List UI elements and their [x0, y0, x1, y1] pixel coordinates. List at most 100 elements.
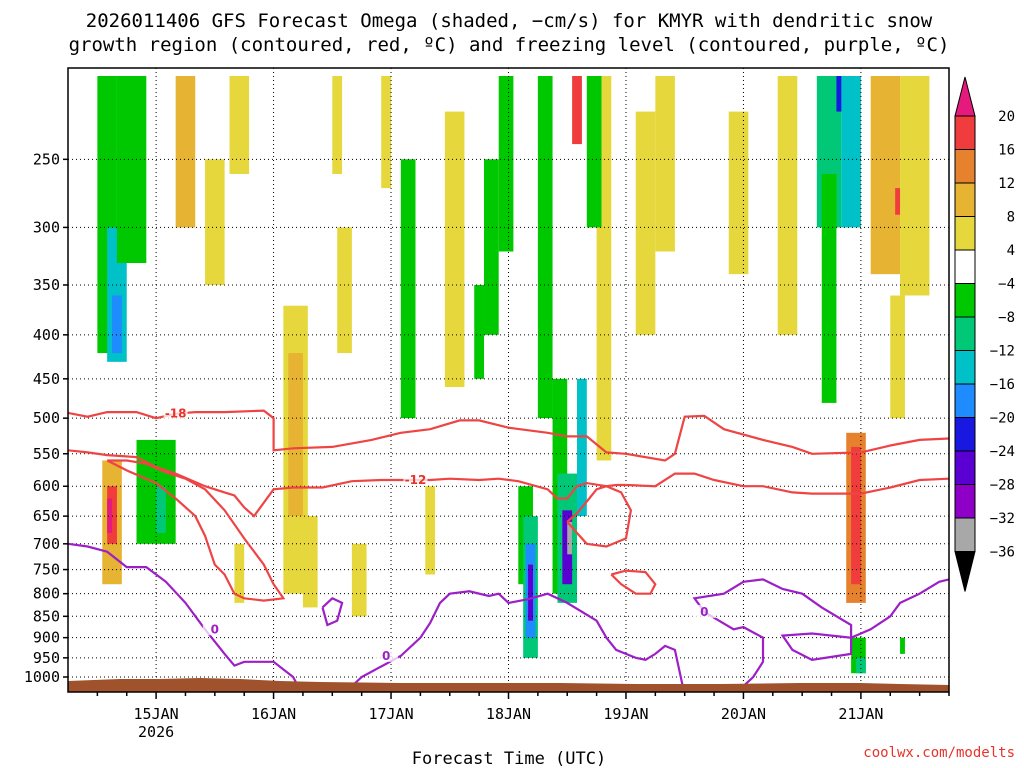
- y-tick-label-550: 550: [33, 445, 60, 463]
- colorbar-bottom-arrow: [954, 551, 976, 592]
- omega-cell-9: [175, 76, 196, 228]
- colorbar-box-11: [954, 484, 976, 519]
- colorbar-label-3: 8: [1007, 210, 1015, 226]
- colorbar-label-1: 16: [998, 143, 1015, 159]
- colorbar-label-0: 20: [998, 109, 1015, 125]
- x-tick-label-48: 17JAN: [368, 705, 413, 723]
- colorbar-label-4: 4: [1007, 243, 1015, 259]
- colorbar-label-12: −32: [990, 511, 1015, 527]
- y-tick-label-650: 650: [33, 507, 60, 525]
- omega-cell-22: [444, 111, 465, 388]
- omega-cell-3: [116, 76, 147, 264]
- dendritic-growth-contours: -18 -12: [68, 406, 949, 602]
- colorbar-label-6: −8: [998, 310, 1015, 326]
- omega-cell-25: [498, 76, 514, 252]
- colorbar-label-7: −12: [990, 344, 1015, 360]
- y-tick-label-950: 950: [33, 649, 60, 667]
- omega-cell-39: [635, 111, 656, 335]
- colorbar-box-7: [954, 350, 976, 385]
- omega-cell-44: [821, 173, 837, 403]
- chart-title-line-2: growth region (contoured, red, ºC) and f…: [69, 34, 950, 56]
- y-tick-label-700: 700: [33, 535, 60, 553]
- x-tick-label-72: 18JAN: [486, 705, 531, 723]
- dgz-contour-0: [68, 409, 949, 462]
- omega-cell-38: [586, 76, 602, 228]
- terrain-ground: [68, 678, 949, 692]
- freezing-contour-label-bg-0: [202, 622, 227, 636]
- dgz-contour-label-bg-1: [403, 472, 428, 486]
- omega-cell-30: [537, 76, 553, 419]
- colorbar-top-arrow: [954, 76, 976, 117]
- colorbar: 20 16 12 8 4 −4 −8 −12 −16 −20 −24 −28 −32 −36: [954, 76, 1015, 592]
- dgz-contour-1: [68, 449, 949, 518]
- colorbar-box-6: [954, 316, 976, 351]
- y-tick-label-250: 250: [33, 150, 60, 168]
- omega-cell-51: [870, 76, 901, 275]
- y-axis: 250 300 350 400 450 500 550 600 650 700 750 800 850 9…: [24, 150, 68, 686]
- x-axis-label: Forecast Time (UTC): [412, 749, 606, 768]
- dgz-contour-label-1: -12: [405, 473, 427, 487]
- omega-cell-7: [136, 439, 176, 544]
- colorbar-box-9: [954, 417, 976, 452]
- omega-cell-46: [841, 76, 861, 228]
- omega-cell-19: [381, 76, 392, 189]
- omega-cell-10: [205, 159, 225, 285]
- colorbar-label-2: 12: [998, 176, 1015, 192]
- omega-cell-36: [577, 378, 587, 517]
- freezing-level-contours: 0 0 0: [68, 542, 949, 692]
- colorbar-box-10: [954, 450, 976, 485]
- omega-cell-42: [777, 76, 798, 335]
- omega-cell-21: [425, 486, 436, 575]
- omega-cell-12: [234, 543, 245, 603]
- freezing-contour-label-bg-1: [374, 648, 399, 662]
- omega-cell-48: [851, 446, 861, 585]
- omega-cell-14: [288, 353, 303, 517]
- omega-shading: [97, 76, 930, 674]
- omega-cell-18: [351, 543, 367, 617]
- omega-cell-2: [112, 295, 122, 354]
- omega-cell-29: [528, 564, 533, 621]
- dgz-contour-3: [566, 485, 633, 548]
- x-tick-sublabel-0: 2026: [138, 723, 174, 741]
- omega-cell-20: [400, 159, 416, 419]
- omega-cell-23: [474, 284, 485, 379]
- omega-cell-11: [229, 76, 250, 174]
- colorbar-label-10: −24: [990, 444, 1015, 460]
- colorbar-label-8: −16: [990, 377, 1015, 393]
- dgz-contour-2: [106, 459, 286, 602]
- omega-cell-40: [655, 76, 675, 252]
- colorbar-box-0: [954, 115, 976, 150]
- plot-area: -18 -12 0 0 0: [68, 68, 949, 692]
- colorbar-label-5: −4: [998, 277, 1015, 293]
- credit-text: coolwx.com/modelts: [863, 745, 1015, 761]
- freezing-contour-label-2: 0: [700, 605, 708, 619]
- freezing-contour-2: [692, 578, 949, 692]
- dgz-contour-label-bg-0: [163, 406, 188, 420]
- colorbar-label-9: −20: [990, 411, 1015, 427]
- omega-cell-15: [302, 516, 318, 608]
- omega-cell-50: [856, 657, 866, 674]
- dgz-contour-4: [610, 569, 657, 595]
- omega-cell-16: [332, 76, 343, 174]
- y-tick-label-600: 600: [33, 477, 60, 495]
- x-tick-label-96: 19JAN: [603, 705, 648, 723]
- grid-lines: [68, 68, 949, 692]
- freezing-contour-label-bg-2: [692, 604, 717, 618]
- freezing-contour-3: [321, 596, 344, 627]
- y-tick-label-1000: 1000: [24, 668, 60, 686]
- omega-cell-6: [107, 498, 113, 533]
- colorbar-label-11: −28: [990, 478, 1015, 494]
- y-tick-label-500: 500: [33, 409, 60, 427]
- omega-cell-8: [156, 486, 166, 533]
- colorbar-box-1: [954, 149, 976, 184]
- freezing-contour-1: [343, 590, 686, 692]
- omega-cell-34: [567, 521, 573, 555]
- colorbar-box-2: [954, 182, 976, 217]
- colorbar-box-3: [954, 216, 976, 251]
- y-tick-label-850: 850: [33, 607, 60, 625]
- x-tick-label-0: 15JAN: [134, 705, 179, 723]
- omega-cell-54: [890, 295, 905, 419]
- y-tick-label-450: 450: [33, 370, 60, 388]
